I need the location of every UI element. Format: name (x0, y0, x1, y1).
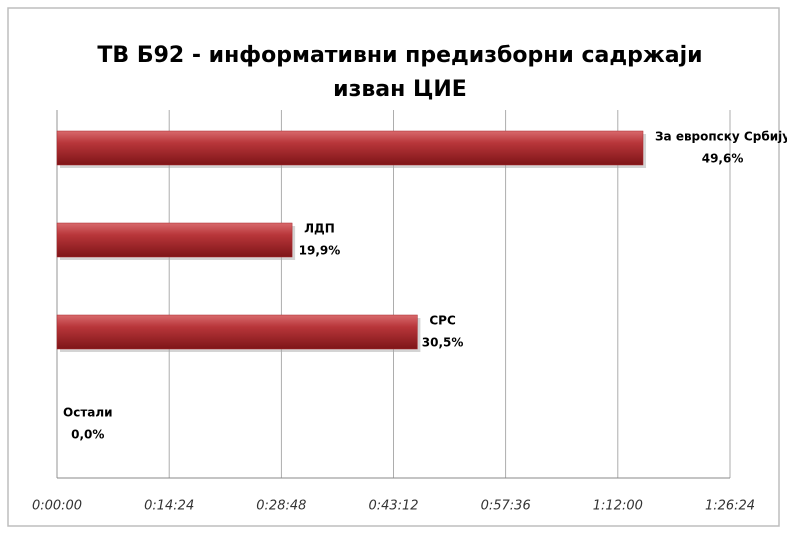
data-label-name: ЛДП (304, 222, 335, 236)
x-tick-label: 0:28:48 (256, 499, 306, 514)
data-label-name: За европску Србију (655, 130, 787, 144)
data-label: 30,5% (422, 336, 464, 350)
bar (56, 314, 418, 350)
data-label: 0,0% (71, 428, 104, 442)
chart-title: изван ЦИЕ (333, 77, 467, 102)
chart-title: ТВ Б92 - информативни предизборни садржа… (97, 43, 702, 68)
data-label-name: СРС (429, 314, 456, 328)
data-label-name: Остали (63, 406, 113, 420)
x-tick-label: 0:57:36 (481, 499, 531, 514)
data-label: 19,9% (299, 244, 341, 258)
x-tick-label: 0:00:00 (32, 499, 82, 514)
x-tick-label: 0:43:12 (368, 499, 418, 514)
x-tick-label: 1:12:00 (593, 499, 643, 514)
bar (56, 222, 293, 258)
x-tick-label: 1:26:24 (705, 499, 755, 514)
data-label: 49,6% (702, 152, 744, 166)
bar (56, 130, 644, 166)
x-tick-label: 0:14:24 (144, 499, 194, 514)
